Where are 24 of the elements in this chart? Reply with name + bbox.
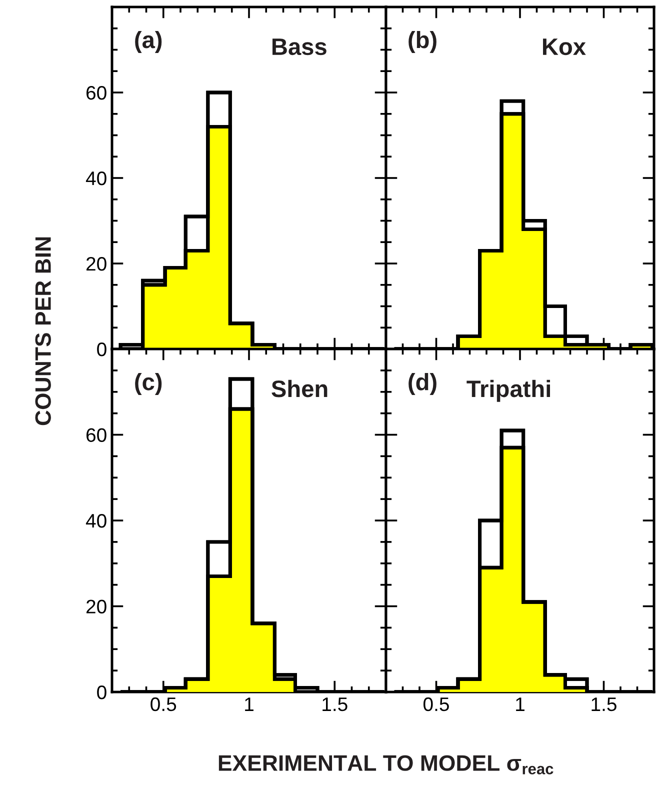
annotation: (a)	[135, 30, 162, 53]
x-tick-label: 1	[245, 698, 254, 711]
y-tick-label: 0	[97, 685, 106, 700]
x-tick-label: 1.5	[322, 698, 348, 712]
annotation: (b)	[408, 30, 436, 53]
y-axis-title: COUNTS PER BIN	[35, 237, 51, 426]
y-tick-label: 0	[97, 342, 106, 356]
x-axis-title: EXERIMENTAL TO MODEL σ$_{reac}$	[218, 755, 554, 774]
y-tick-label: 40	[86, 514, 106, 528]
x-tick-label: 1	[516, 698, 524, 711]
y-tick-label: 40	[86, 171, 106, 186]
text: Kox	[543, 38, 586, 56]
annotation: (d)	[408, 373, 436, 396]
x-tick-label: 0.5	[423, 697, 449, 712]
y-tick-label: 20	[86, 256, 106, 271]
y-tick-label: 20	[86, 600, 106, 614]
text: Bass	[272, 38, 326, 56]
x-tick-label: 1.5	[592, 698, 616, 712]
x-tick-label: 0.5	[150, 697, 176, 712]
y-tick-label: 60	[86, 428, 106, 442]
annotation: (c)	[135, 373, 162, 396]
text: Tripathi	[466, 380, 550, 402]
y-tick-label: 60	[86, 86, 106, 100]
text: Shen	[272, 380, 328, 398]
